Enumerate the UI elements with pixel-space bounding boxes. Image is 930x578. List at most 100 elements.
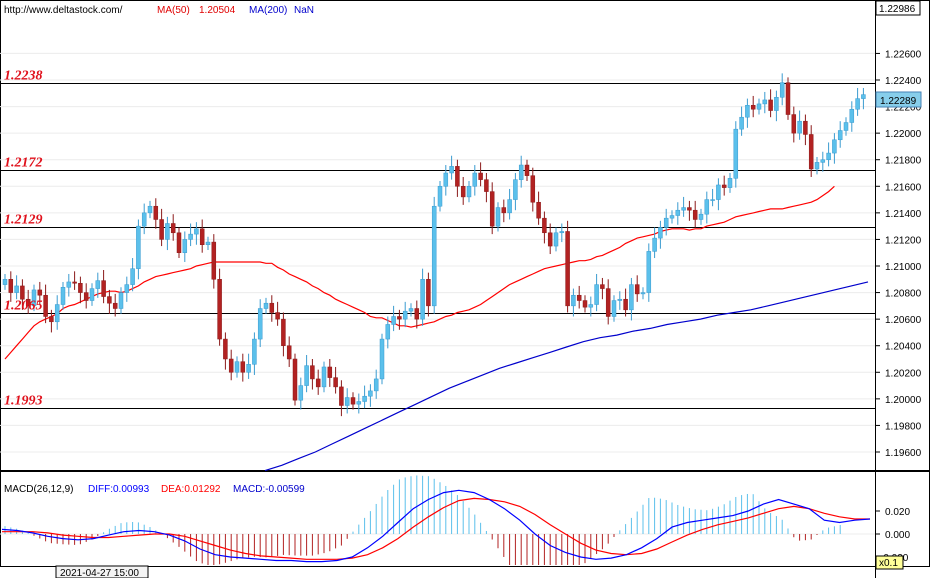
candle-body — [745, 104, 750, 118]
candle-body — [136, 225, 141, 269]
candle-body — [112, 302, 118, 309]
zoom-box[interactable] — [875, 555, 904, 570]
ma50-line — [4, 185, 835, 360]
candle-body — [455, 166, 460, 187]
candle-body — [20, 285, 25, 300]
candle-body — [54, 304, 60, 323]
candle-body — [368, 390, 373, 397]
candle-body — [14, 285, 19, 293]
candle-body — [269, 302, 275, 313]
level-label-1: 1.2238 — [4, 69, 43, 84]
candle-body — [542, 217, 547, 234]
candle-body — [141, 212, 147, 227]
candle-body — [37, 289, 43, 296]
candle-body — [118, 292, 124, 309]
candle-body — [791, 114, 797, 134]
candle-body — [640, 292, 646, 295]
candle-body — [385, 324, 391, 340]
candle-body — [188, 233, 193, 240]
candle-body — [66, 281, 72, 288]
candle-body — [594, 284, 599, 305]
price-tick-label: 1.22600 — [885, 49, 922, 60]
candle-body — [72, 281, 77, 284]
price-tick-label: 1.21400 — [885, 209, 922, 220]
candle-body — [292, 358, 298, 401]
moving-averages — [4, 185, 869, 472]
candle-body — [199, 228, 205, 245]
macd-dea-line — [2, 497, 870, 560]
candle-body — [779, 82, 785, 98]
candle-body — [466, 186, 472, 198]
candle-body — [826, 152, 831, 160]
candle-body — [501, 207, 507, 214]
price-pane[interactable] — [0, 0, 930, 471]
candle-body — [286, 345, 292, 360]
candle-body — [49, 316, 54, 323]
header-url[interactable]: http://www.deltastock.com/ — [4, 5, 123, 16]
price-axis: 1.22600 1.22400 1.22200 1.22000 1.21800 1.216… — [875, 49, 922, 459]
candle-body — [246, 364, 251, 373]
price-tick-label: 1.20600 — [885, 315, 922, 326]
candle-body — [571, 294, 576, 307]
macd-diff: DIFF:0.00993 — [88, 484, 150, 495]
ma50-value: 1.20504 — [199, 5, 236, 16]
zoom-label[interactable]: x0.1 — [879, 558, 898, 569]
price-tick-label: 1.20200 — [885, 368, 922, 379]
candle-body — [605, 288, 611, 317]
candle-body — [750, 104, 756, 110]
level-label-5: 1.1993 — [4, 394, 43, 409]
candle-body — [176, 232, 182, 253]
price-tick-label: 1.20800 — [885, 289, 922, 300]
price-tick-label: 1.22400 — [885, 76, 922, 87]
candlesticks — [2, 73, 866, 417]
candle-body — [576, 294, 582, 301]
candle-body — [675, 209, 681, 216]
candle-body — [518, 164, 524, 180]
candle-body — [803, 120, 808, 135]
candle-body — [153, 205, 159, 220]
candle-body — [617, 298, 623, 301]
candle-body — [861, 94, 866, 99]
candle-body — [240, 361, 246, 373]
candle-body — [721, 184, 727, 188]
candle-body — [373, 378, 379, 392]
candle-body — [107, 296, 112, 304]
candle-body — [101, 280, 106, 297]
candle-body — [252, 338, 257, 365]
candle-body — [774, 97, 779, 111]
candle-body — [205, 241, 211, 245]
candle-body — [310, 365, 315, 380]
candle-body — [814, 162, 820, 170]
price-tick-label: 1.22200 — [885, 103, 922, 114]
candle-body — [223, 338, 228, 360]
candle-body — [855, 98, 860, 110]
candle-body — [739, 116, 744, 130]
candle-body — [658, 227, 663, 239]
candle-body — [460, 186, 466, 198]
candle-body — [600, 284, 605, 289]
ma200-value: NaN — [294, 5, 314, 16]
macd-diff-line — [1, 489, 871, 563]
candle-body — [408, 308, 414, 312]
macd-tick-1: 0.020 — [885, 507, 910, 518]
candle-body — [426, 279, 431, 307]
candle-body — [391, 316, 396, 325]
candle-body — [530, 175, 536, 203]
candle-body — [321, 366, 327, 388]
candle-body — [547, 232, 553, 247]
candle-body — [275, 312, 280, 320]
candle-body — [536, 201, 541, 219]
candle-body — [194, 228, 199, 235]
candle-body — [263, 302, 269, 309]
candle-body — [78, 283, 83, 293]
price-tick-label: 1.20400 — [885, 342, 922, 353]
price-tick-label: 1.20000 — [885, 395, 922, 406]
macd-pane[interactable] — [0, 471, 930, 567]
candle-body — [356, 401, 362, 405]
candle-body — [130, 268, 135, 285]
candle-body — [60, 287, 66, 305]
candle-body — [170, 223, 176, 234]
candle-body — [646, 251, 652, 293]
candle-body — [211, 241, 217, 280]
